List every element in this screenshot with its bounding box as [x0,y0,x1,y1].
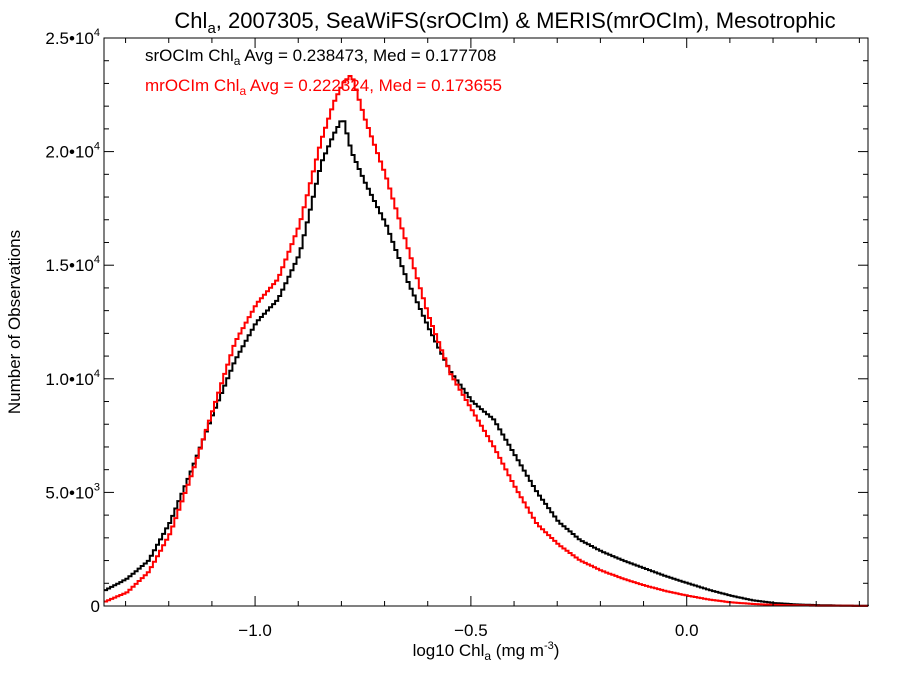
y-tick-label: 2.0•104 [45,141,100,162]
y-tick-label: 2.5•104 [45,27,100,48]
legend: srOCIm Chla Avg = 0.238473, Med = 0.1777… [145,46,502,98]
x-tick-label: −0.5 [454,621,488,640]
x-tick-label: −1.0 [238,621,272,640]
series-line-black [104,120,869,607]
y-tick-label: 5.0•103 [45,481,100,502]
legend-entry-black: srOCIm Chla Avg = 0.238473, Med = 0.1777… [145,46,496,68]
x-axis: −1.0 −0.5 0.0 [125,38,860,640]
legend-entry-red: mrOCIm Chla Avg = 0.222324, Med = 0.1736… [145,76,502,98]
y-axis-label: Number of Observations [5,230,24,414]
y-tick-label: 0 [91,597,100,616]
y-axis: 0 5.0•103 1.0•104 1.5•104 2.0•104 2.5•104 [45,27,868,616]
chart-title: Chla, 2007305, SeaWiFS(srOCIm) & MERIS(m… [174,8,835,37]
chart-title-subscript: a [207,20,216,37]
y-tick-label: 1.0•104 [45,368,100,389]
series-line-red [104,75,868,607]
series-layer [104,75,869,607]
x-axis-label: log10 Chla (mg m-3) [413,640,560,663]
x-tick-label: 0.0 [675,621,699,640]
plot-frame [103,37,869,607]
y-tick-label: 1.5•104 [45,254,100,275]
